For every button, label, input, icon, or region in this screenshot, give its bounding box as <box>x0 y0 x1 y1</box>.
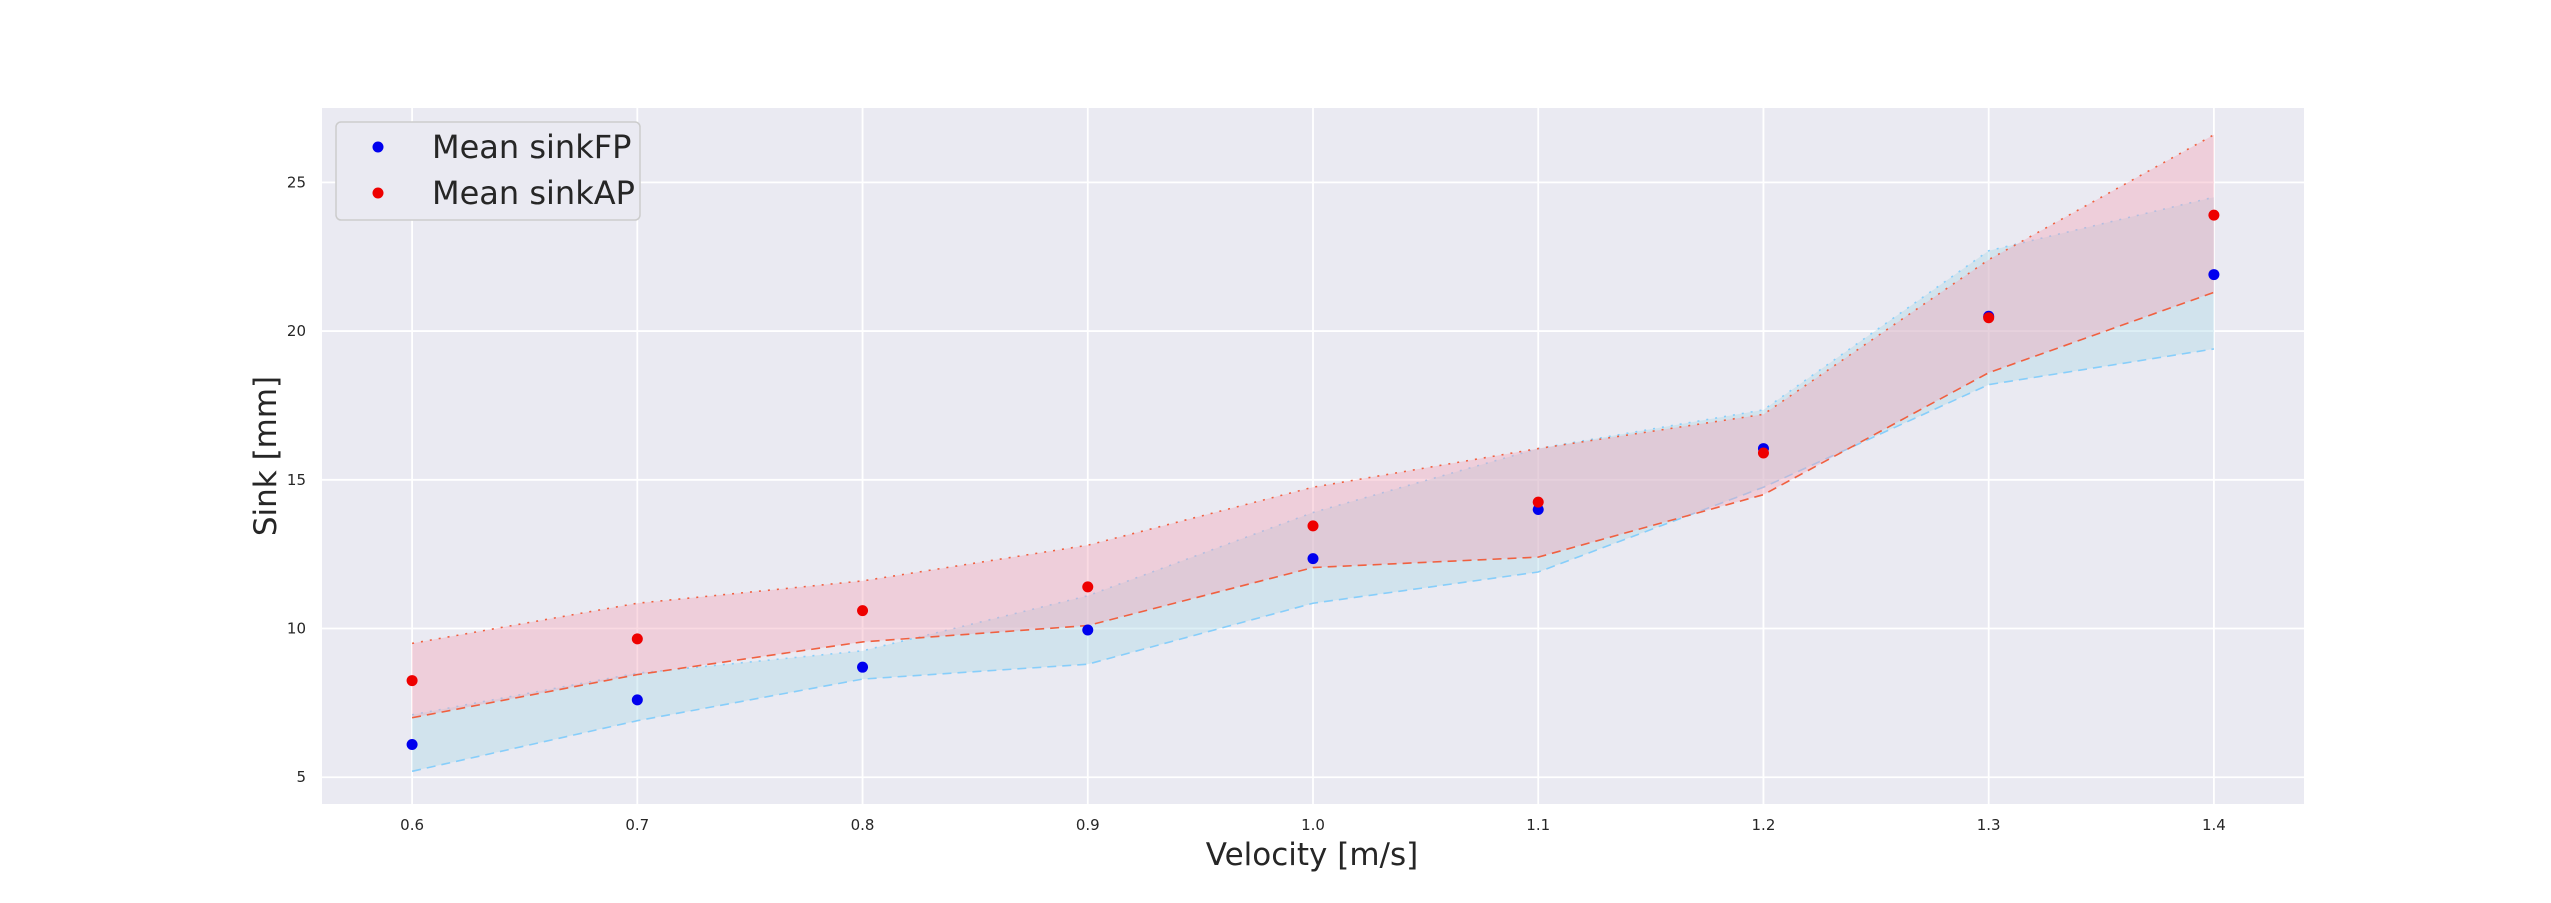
x-tick-label: 0.6 <box>400 816 424 834</box>
x-tick-label: 1.1 <box>1526 816 1550 834</box>
point-fp <box>2208 269 2220 281</box>
point-fp <box>406 739 418 751</box>
y-tick-label: 25 <box>287 173 306 191</box>
point-ap <box>631 633 643 645</box>
band-lower-fp <box>411 348 2215 773</box>
band-ap <box>412 134 2214 718</box>
point-fp <box>1307 553 1319 565</box>
point-fp <box>857 661 869 673</box>
point-ap <box>1082 581 1094 593</box>
point-ap <box>857 605 869 617</box>
y-tick-labels: 5 10 15 20 25 <box>287 173 306 786</box>
legend-label-ap: Mean sinkAP <box>432 174 635 212</box>
confidence-bands <box>411 134 2215 773</box>
point-fp <box>631 694 643 706</box>
y-tick-label: 10 <box>287 620 306 638</box>
point-ap <box>1983 312 1995 324</box>
y-axis-label: Sink [mm] <box>248 376 284 536</box>
x-tick-labels: 0.6 0.7 0.8 0.9 1.0 1.1 1.2 1.3 1.4 <box>400 816 2226 834</box>
legend-marker-ap <box>372 187 384 199</box>
point-ap <box>1307 520 1319 532</box>
x-tick-label: 0.8 <box>851 816 875 834</box>
legend-box <box>335 121 641 221</box>
legend-label-fp: Mean sinkFP <box>432 128 631 166</box>
point-ap <box>1757 447 1769 459</box>
y-tick-label: 15 <box>287 471 306 489</box>
point-ap <box>1532 496 1544 508</box>
data-points <box>406 209 2220 751</box>
x-tick-label: 0.7 <box>625 816 649 834</box>
grid <box>322 108 2304 804</box>
y-tick-label: 20 <box>287 322 306 340</box>
point-fp <box>1082 624 1094 636</box>
point-ap <box>406 675 418 687</box>
band-fp <box>412 197 2214 772</box>
y-tick-label: 5 <box>296 768 306 786</box>
x-tick-label: 1.3 <box>1977 816 2001 834</box>
x-tick-label: 1.2 <box>1752 816 1776 834</box>
band-upper-fp <box>411 196 2215 716</box>
x-tick-label: 0.9 <box>1076 816 1100 834</box>
x-axis-label: Velocity [m/s] <box>1206 837 1418 873</box>
legend: Mean sinkFP Mean sinkAP <box>335 121 641 221</box>
band-lower-ap <box>411 291 2215 719</box>
legend-marker-fp <box>372 141 384 153</box>
x-tick-label: 1.0 <box>1301 816 1325 834</box>
point-ap <box>2208 209 2220 221</box>
x-tick-label: 1.4 <box>2202 816 2226 834</box>
